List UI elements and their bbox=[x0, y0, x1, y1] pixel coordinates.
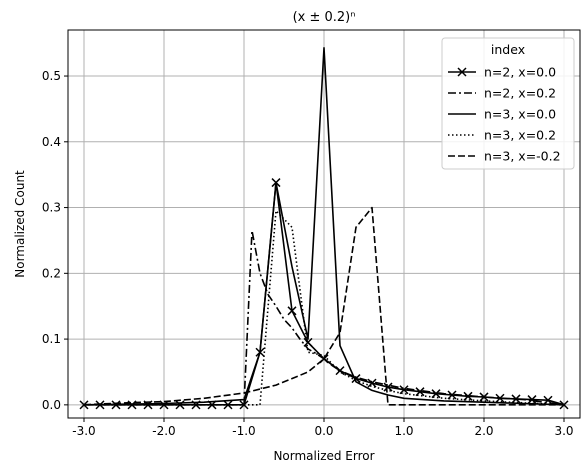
series-line bbox=[83, 46, 565, 406]
x-axis-label: Normalized Error bbox=[273, 449, 374, 463]
legend-label: n=3, x=0.2 bbox=[484, 128, 556, 143]
data-point-marker bbox=[457, 67, 467, 77]
chart-title: (x ± 0.2)ⁿ bbox=[293, 10, 356, 25]
data-point-marker bbox=[479, 392, 489, 402]
x-tick-label: 0.0 bbox=[314, 424, 333, 438]
y-tick-label: 0.1 bbox=[42, 332, 61, 346]
x-tick-label: -3.0 bbox=[72, 424, 95, 438]
legend-label: n=3, x=0.0 bbox=[484, 107, 556, 122]
y-tick-label: 0.2 bbox=[42, 266, 61, 280]
legend-item: n=2, x=0.2 bbox=[448, 86, 556, 101]
series-3 bbox=[83, 46, 565, 406]
series-4 bbox=[84, 210, 565, 406]
series-line bbox=[84, 210, 565, 406]
ticks: -3.0 -2.0 -1.0 0.0 1.0 2.0 3.0 0.0 0.1 0.2 0.3 0.4 0… bbox=[42, 69, 574, 438]
x-tick-label: -1.0 bbox=[232, 424, 255, 438]
legend-item: n=2, x=0.0 bbox=[448, 65, 556, 80]
x-tick-label: 1.0 bbox=[394, 424, 413, 438]
legend-box bbox=[441, 37, 575, 170]
x-tick-label: 2.0 bbox=[474, 424, 493, 438]
data-point-marker bbox=[447, 390, 457, 400]
data-point-marker bbox=[383, 382, 393, 392]
y-tick-label: 0.5 bbox=[42, 69, 61, 83]
data-point-marker bbox=[367, 378, 377, 388]
y-tick-label: 0.4 bbox=[42, 135, 61, 149]
data-point-marker bbox=[335, 366, 345, 376]
legend-item: n=3, x=0.2 bbox=[448, 128, 556, 143]
legend-item: n=3, x=0.0 bbox=[448, 107, 556, 122]
data-point-marker bbox=[303, 337, 313, 347]
series-layer bbox=[79, 46, 569, 410]
data-point-marker bbox=[415, 387, 425, 397]
legend: index n=2, x=0.0 n=2, x=0.2 n=3, x=0.0 n=3, … bbox=[441, 37, 575, 170]
legend-label: n=3, x=-0.2 bbox=[484, 149, 561, 164]
data-point-marker bbox=[287, 306, 297, 316]
legend-item: n=3, x=-0.2 bbox=[448, 149, 561, 164]
data-point-marker bbox=[527, 395, 537, 405]
legend-label: n=2, x=0.2 bbox=[484, 86, 556, 101]
x-tick-label: -2.0 bbox=[152, 424, 175, 438]
y-axis-label: Normalized Count bbox=[13, 170, 27, 278]
legend-label: n=2, x=0.0 bbox=[484, 65, 556, 80]
legend-title: index bbox=[491, 42, 525, 57]
series-line bbox=[83, 206, 564, 406]
x-tick-label: 3.0 bbox=[554, 424, 573, 438]
y-tick-label: 0.3 bbox=[42, 201, 61, 215]
y-tick-label: 0.0 bbox=[42, 398, 61, 412]
series-5 bbox=[83, 206, 564, 406]
